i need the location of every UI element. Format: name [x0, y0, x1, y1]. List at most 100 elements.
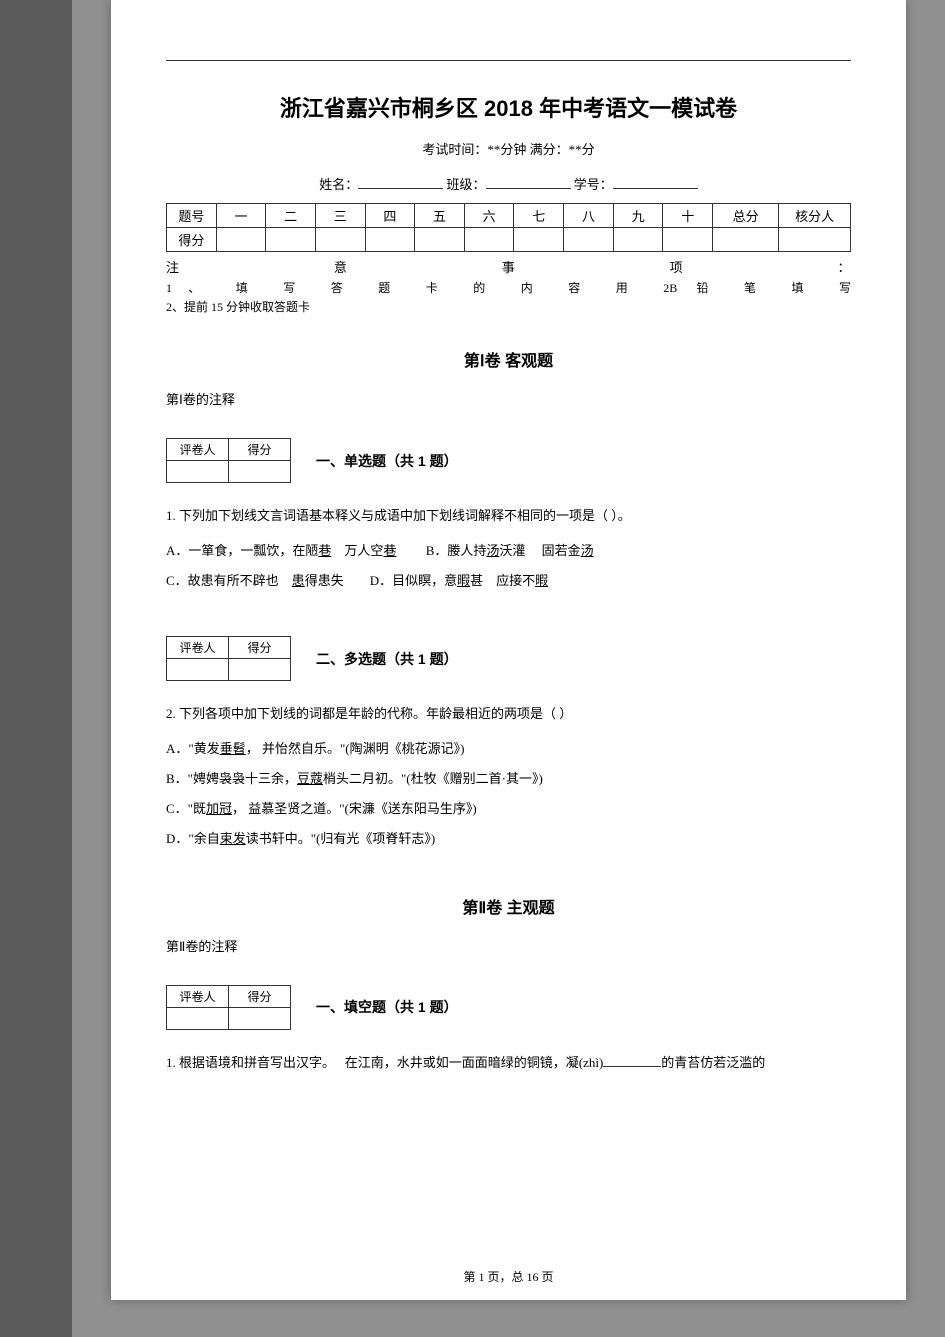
option-c-part: C．"既: [166, 801, 206, 816]
page-footer: 第 1 页，总 16 页: [111, 1268, 906, 1285]
option-c-underline: 加冠: [206, 801, 232, 816]
top-divider: [166, 60, 851, 61]
option-a-part: A．一箪食，一瓢饮，在陋: [166, 543, 318, 558]
attention-char: 事: [502, 257, 516, 276]
option-b-part: B．"娉娉袅袅十三余，: [166, 771, 297, 786]
option-b-underline: 汤: [486, 543, 499, 558]
col-header: 二: [266, 204, 316, 228]
col-header: 四: [365, 204, 415, 228]
col-header: 六: [464, 204, 514, 228]
question-2: 2. 下列各项中加下划线的词都是年龄的代称。年龄最相近的两项是（ ） A．"黄发…: [166, 699, 851, 853]
q-stem: 下列各项中加下划线的词都是年龄的代称。年龄最相近的两项是（ ）: [179, 706, 572, 721]
score-label: 得分: [229, 439, 291, 461]
grader-label: 评卷人: [167, 985, 229, 1007]
col-header: 八: [564, 204, 614, 228]
row-label: 题号: [167, 204, 217, 228]
part-1-note: 第Ⅰ卷的注释: [166, 389, 851, 408]
score-cell[interactable]: [229, 659, 291, 681]
exam-title: 浙江省嘉兴市桐乡区 2018 年中考语文一模试卷: [166, 91, 851, 123]
score-cell[interactable]: [365, 228, 415, 252]
question-3: 1. 根据语境和拼音写出汉字。 在江南，水井或如一面面暗绿的铜镜，凝(zhì) 的…: [166, 1048, 851, 1078]
part-1-title: 第Ⅰ卷 客观题: [166, 347, 851, 371]
name-label: 姓名：: [319, 177, 358, 192]
question-type-2-title: 二、多选题（共 1 题）: [316, 649, 458, 669]
grader-label: 评卷人: [167, 439, 229, 461]
option-d-part: D．"余自: [166, 831, 220, 846]
option-d-part: D．目似瞑，意: [370, 573, 457, 588]
q-stem-part: 的青苔仿若泛滥的: [661, 1055, 765, 1070]
part-2-note: 第Ⅱ卷的注释: [166, 936, 851, 955]
question-1: 1. 下列加下划线文言词语基本释义与成语中加下划线词解释不相同的一项是（ ）。 …: [166, 501, 851, 596]
attention-char: 注: [166, 257, 180, 276]
total-cell[interactable]: [713, 228, 779, 252]
document-page: 浙江省嘉兴市桐乡区 2018 年中考语文一模试卷 考试时间：**分钟 满分：**…: [111, 0, 906, 1300]
grader-label: 评卷人: [167, 637, 229, 659]
grader-table: 评卷人 得分: [166, 636, 291, 681]
score-cell[interactable]: [229, 461, 291, 483]
name-field[interactable]: [358, 188, 443, 189]
question-type-header: 评卷人 得分 一、单选题（共 1 题）: [166, 438, 851, 483]
side-tab: [0, 0, 72, 1337]
score-cell[interactable]: [315, 228, 365, 252]
option-d-underline: 束发: [220, 831, 246, 846]
attention-char: ：: [837, 257, 851, 276]
class-field[interactable]: [486, 188, 571, 189]
question-type-header: 评卷人 得分 一、填空题（共 1 题）: [166, 985, 851, 1030]
attention-line-1: 1、 填 写 答 题 卡 的 内 容 用 2B 铅 笔 填 写: [166, 279, 851, 298]
score-cell[interactable]: [229, 1007, 291, 1029]
col-header: 五: [415, 204, 465, 228]
class-label: 班级：: [446, 177, 485, 192]
score-cell[interactable]: [415, 228, 465, 252]
score-cell[interactable]: [564, 228, 614, 252]
grader-cell[interactable]: [167, 659, 229, 681]
score-label: 得分: [229, 637, 291, 659]
score-cell[interactable]: [613, 228, 663, 252]
student-fields: 姓名： 班级： 学号：: [166, 174, 851, 193]
score-cell[interactable]: [514, 228, 564, 252]
option-b-underline: 汤: [581, 543, 594, 558]
score-cell[interactable]: [663, 228, 713, 252]
option-c-part: ， 益慕圣贤之道。"(宋濂《送东阳马生序》): [232, 801, 477, 816]
score-cell[interactable]: [216, 228, 266, 252]
grader-table: 评卷人 得分: [166, 438, 291, 483]
option-a-part: 万人空: [331, 543, 383, 558]
q-number: 1.: [166, 1055, 176, 1070]
grader-cell[interactable]: [167, 1007, 229, 1029]
option-a-part: ， 并怡然自乐。"(陶渊明《桃花源记》): [246, 741, 465, 756]
question-type-header: 评卷人 得分 二、多选题（共 1 题）: [166, 636, 851, 681]
option-b-part: B．媵人持: [426, 543, 487, 558]
q-stem-part: 根据语境和拼音写出汉字。 在江南，水井或如一面面暗绿的铜镜，凝(zhì): [179, 1055, 603, 1070]
row-label: 得分: [167, 228, 217, 252]
fill-blank[interactable]: [603, 1066, 661, 1067]
option-a-underline: 巷: [318, 543, 331, 558]
checker-cell[interactable]: [779, 228, 851, 252]
question-type-3-title: 一、填空题（共 1 题）: [316, 997, 458, 1017]
col-header: 七: [514, 204, 564, 228]
score-cell[interactable]: [464, 228, 514, 252]
question-type-1-title: 一、单选题（共 1 题）: [316, 451, 458, 471]
score-table: 题号 一 二 三 四 五 六 七 八 九 十 总分 核分人 得分: [166, 203, 851, 252]
option-d-underline: 暇: [535, 573, 548, 588]
option-c-part: 得患失: [305, 573, 344, 588]
score-label: 得分: [229, 985, 291, 1007]
attention-char: 项: [670, 257, 684, 276]
option-b-underline: 豆蔻: [297, 771, 323, 786]
option-d-part: 读书轩中。"(归有光《项脊轩志》): [246, 831, 435, 846]
col-header: 九: [613, 204, 663, 228]
col-header: 三: [315, 204, 365, 228]
col-header: 一: [216, 204, 266, 228]
option-c-part: C．故患有所不辟也: [166, 573, 292, 588]
option-a-underline: 垂髫: [220, 741, 246, 756]
total-header: 总分: [713, 204, 779, 228]
exam-subtitle: 考试时间：**分钟 满分：**分: [166, 139, 851, 158]
grader-table: 评卷人 得分: [166, 985, 291, 1030]
q-number: 2.: [166, 706, 176, 721]
score-cell[interactable]: [266, 228, 316, 252]
option-b-part: 梢头二月初。"(杜牧《赠别二首·其一》): [323, 771, 543, 786]
id-field[interactable]: [613, 188, 698, 189]
col-header: 十: [663, 204, 713, 228]
table-row: 得分: [167, 228, 851, 252]
grader-cell[interactable]: [167, 461, 229, 483]
attention-line-2: 2、提前 15 分钟收取答题卡: [166, 300, 310, 314]
part-2-title: 第Ⅱ卷 主观题: [166, 894, 851, 918]
